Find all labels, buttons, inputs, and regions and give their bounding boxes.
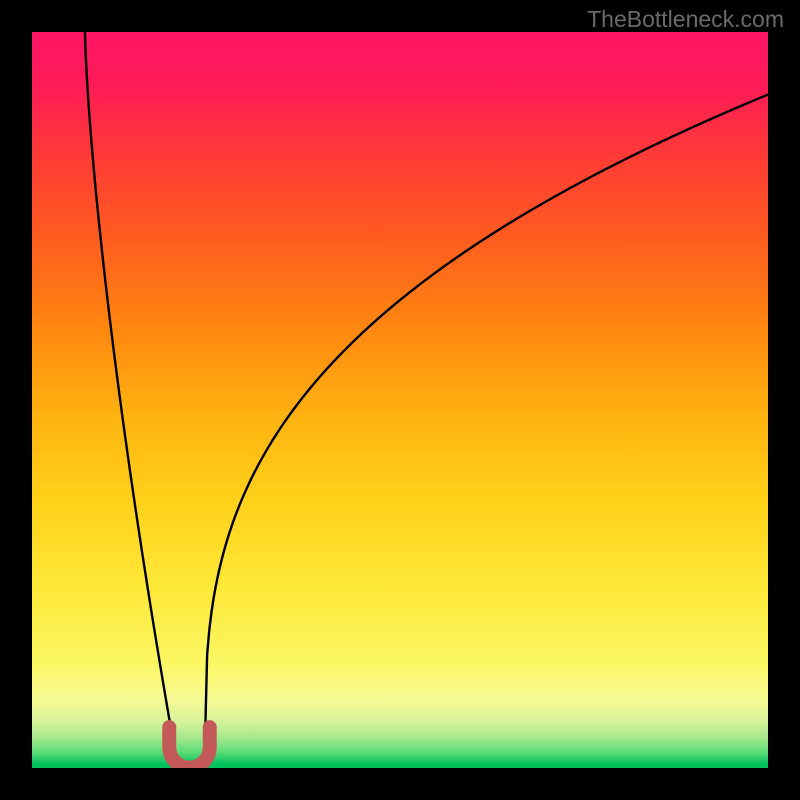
chart-plot-area [32,32,768,768]
chart-svg [32,32,768,768]
stage: TheBottleneck.com [0,0,800,800]
watermark-text: TheBottleneck.com [587,6,784,33]
